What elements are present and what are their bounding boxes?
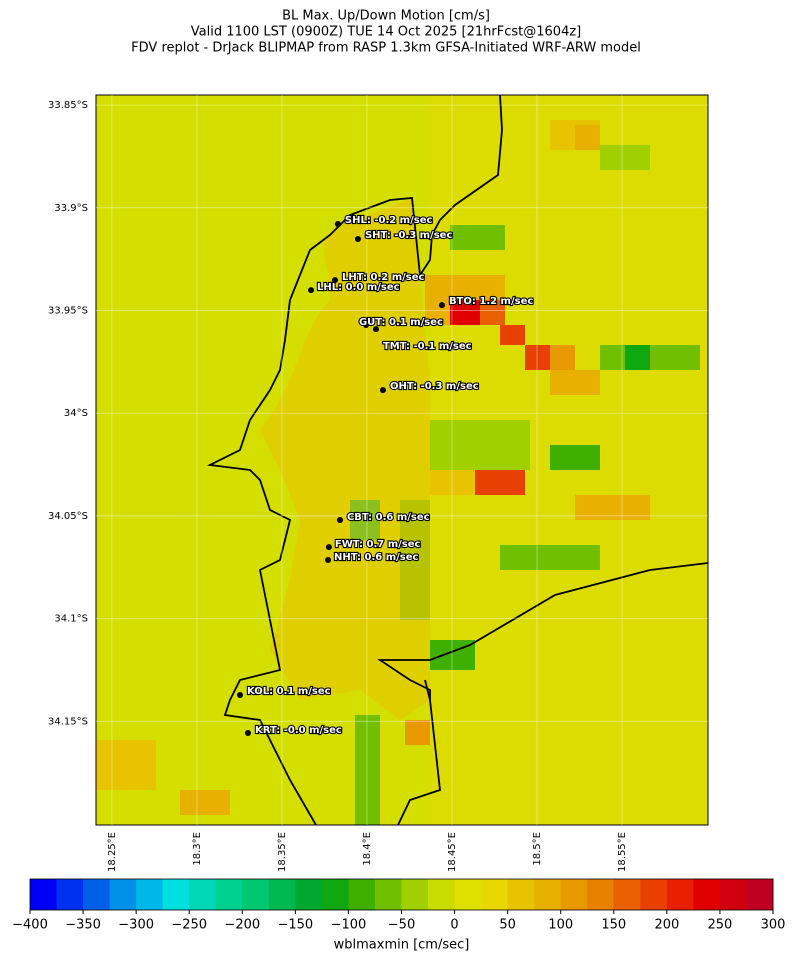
colorbar-label: wblmaxmin [cm/sec] [334,938,470,953]
colorbar-tick-label: 100 [548,918,573,933]
station-label: GUT: 0.1 m/sec [359,317,443,328]
station-dot [244,729,251,736]
lon-label: 18.4°E [362,832,373,866]
lat-label: 33.9°S [54,203,88,214]
colorbar-tick-label: 150 [601,918,626,933]
lat-label: 34°S [64,408,88,419]
colorbar-swatch [507,879,535,910]
station-label: KRT: -0.0 m/sec [255,725,342,736]
colorbar-swatch [640,879,668,910]
station-label: SHL: -0.2 m/sec [345,215,433,226]
station-dot [334,220,341,227]
colorbar-swatch [30,879,58,910]
station-label: FWT: 0.7 m/sec [335,539,421,550]
colorbar-swatch [56,879,84,910]
colorbar-swatch [109,879,137,910]
colorbar-tick-label: −300 [118,918,154,933]
station-dot [354,235,361,242]
colorbar-tick-label: −50 [388,918,415,933]
lon-label: 18.3°E [192,832,203,866]
colorbar-tick-label: −350 [65,918,101,933]
colorbar-swatch [321,879,349,910]
colorbar-swatch [295,879,323,910]
colorbar-swatch [534,879,562,910]
colorbar-swatch [136,879,164,910]
station-label: SHT: -0.3 m/sec [365,230,452,241]
station-label: BTO: 1.2 m/sec [449,296,533,307]
lon-label: 18.55°E [617,832,628,872]
lat-label: 34.15°S [48,716,88,727]
colorbar-swatch [560,879,588,910]
colorbar-swatch [693,879,721,910]
colorbar-swatch [428,879,456,910]
title-line: FDV replot - DrJack BLIPMAP from RASP 1.… [131,41,641,56]
title-line: Valid 1100 LST (0900Z) TUE 14 Oct 2025 [… [191,25,581,40]
lon-label: 18.45°E [447,832,458,872]
station-label: CBT: 0.6 m/sec [347,512,430,523]
colorbar-tick-label: 50 [499,918,516,933]
colorbar-swatch [268,879,296,910]
station-label: OHT: -0.3 m/sec [390,381,479,392]
station-label: NHT: 0.6 m/sec [334,552,418,563]
colorbar-swatch [215,879,243,910]
title-line: BL Max. Up/Down Motion [cm/s] [282,9,490,24]
colorbar-swatch [374,879,402,910]
colorbar-swatch [348,879,376,910]
station-label: KOL: 0.1 m/sec [247,686,331,697]
colorbar-tick-label: 300 [761,918,786,933]
station-dot [379,387,386,394]
colorbar-tick-label: −100 [331,918,367,933]
colorbar-swatch [481,879,509,910]
colorbar-swatch [746,879,774,910]
colorbar-swatch [401,879,429,910]
coastline [206,94,709,826]
colorbar-tick-label: −150 [277,918,313,933]
colorbar-tick-label: −250 [171,918,207,933]
station-label: TMT: -0.1 m/sec [383,341,472,352]
colorbar-swatch [189,879,217,910]
station-dot [325,544,332,551]
colorbar-swatch [162,879,190,910]
lat-label: 33.95°S [48,305,88,316]
lon-label: 18.25°E [107,832,118,872]
station-dot [236,691,243,698]
colorbar-swatch [613,879,641,910]
colorbar-tick-label: 200 [654,918,679,933]
station-dot [336,516,343,523]
map-frame [95,94,709,826]
colorbar-tick-label: −400 [12,918,48,933]
station-dot [372,326,379,333]
field [96,95,708,825]
station-dot [325,557,332,564]
station-dot [362,322,369,329]
colorbar-tick-label: −200 [224,918,260,933]
station-dot [332,277,339,284]
colorbar-tick-label: 0 [450,918,458,933]
colorbar-swatch [719,879,747,910]
station-dot [308,287,315,294]
colorbar-swatch [587,879,615,910]
colorbar-tick-label: 250 [708,918,733,933]
colorbar-swatch [83,879,111,910]
lat-label: 33.85°S [48,100,88,111]
lat-label: 34.1°S [54,614,88,625]
colorbar-swatch [454,879,482,910]
station-dot [438,302,445,309]
lat-label: 34.05°S [48,511,88,522]
station-label: LHT: 0.2 m/sec [342,272,424,283]
lon-label: 18.35°E [277,832,288,872]
station-label: LHL: 0.0 m/sec [317,282,400,293]
colorbar-swatch [666,879,694,910]
lon-label: 18.5°E [532,832,543,866]
colorbar-swatch [242,879,270,910]
